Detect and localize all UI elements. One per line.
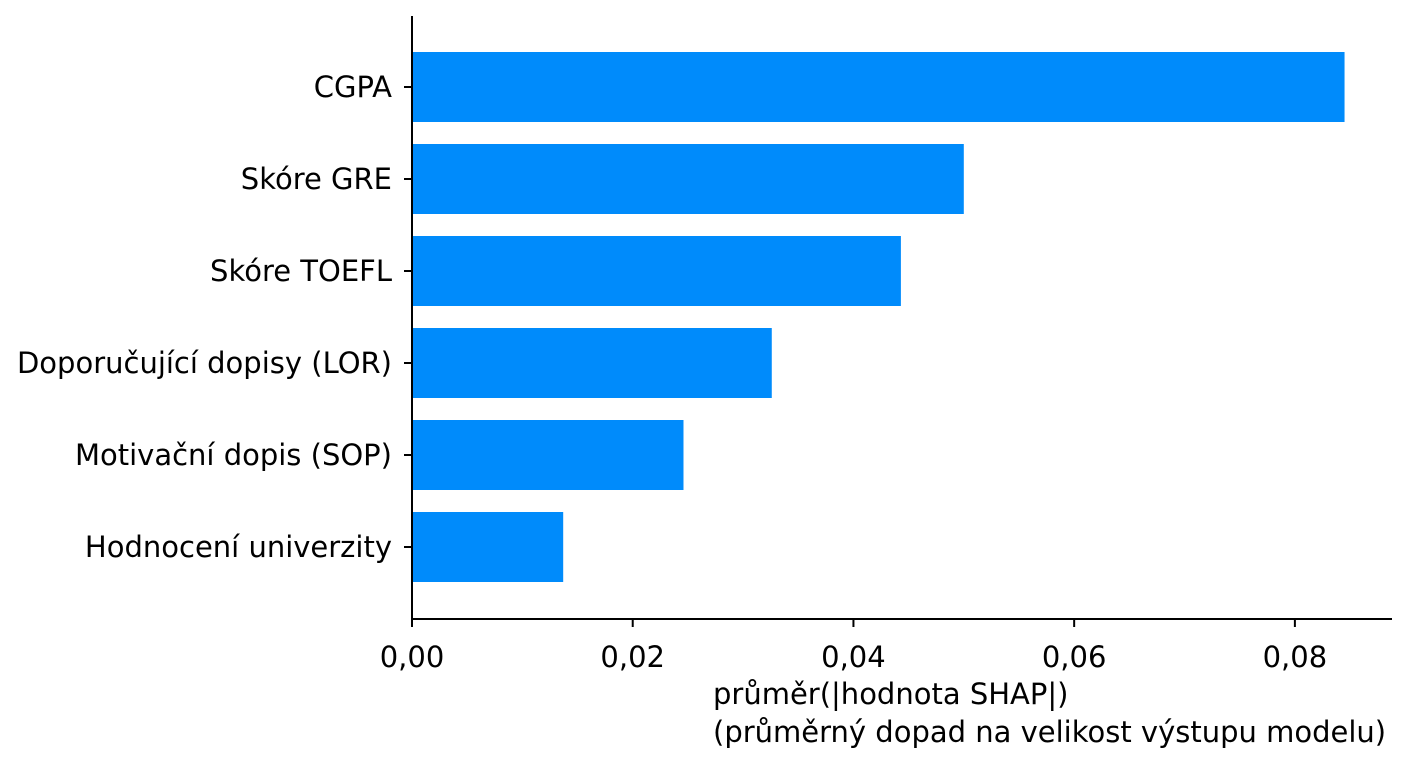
x-tick-label-2: 0,04 <box>821 640 886 674</box>
category-ticks-group <box>404 86 412 548</box>
x-tick-label-3: 0,06 <box>1042 640 1107 674</box>
category-labels-group: CGPA Skóre GRE Skóre TOEFL Doporučující dop… <box>17 70 392 564</box>
bar-hodnoceni-univerzity <box>412 512 564 582</box>
x-tick-labels-group: 0,00 0,02 0,04 0,06 0,08 <box>380 640 1327 674</box>
bar-skore-gre <box>412 144 964 214</box>
category-label-skore-toefl: Skóre TOEFL <box>210 254 392 288</box>
x-tick-label-4: 0,08 <box>1263 640 1328 674</box>
x-ticks-group <box>411 619 1296 627</box>
x-axis-label-line-2: (průměrný dopad na velikost výstupu mode… <box>713 715 1386 749</box>
category-label-motivacni-dopis-sop: Motivační dopis (SOP) <box>75 438 392 472</box>
bar-doporucujici-dopisy-lor <box>412 328 772 398</box>
bars-group <box>412 52 1345 582</box>
category-label-skore-gre: Skóre GRE <box>241 162 392 196</box>
category-label-hodnoceni-univerzity: Hodnocení univerzity <box>85 530 392 564</box>
category-label-doporucujici-dopisy-lor: Doporučující dopisy (LOR) <box>17 346 392 380</box>
x-axis-label-line-1: průměr(|hodnota SHAP|) <box>713 677 1068 711</box>
x-tick-label-1: 0,02 <box>600 640 665 674</box>
x-tick-label-0: 0,00 <box>380 640 445 674</box>
category-label-cgpa: CGPA <box>314 70 392 104</box>
bar-motivacni-dopis-sop <box>412 420 684 490</box>
bar-skore-toefl <box>412 236 901 306</box>
bar-cgpa <box>412 52 1345 122</box>
